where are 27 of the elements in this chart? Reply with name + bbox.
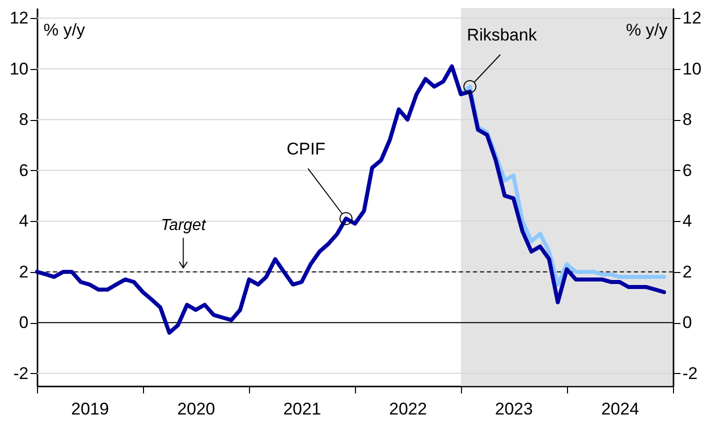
y-tick-label: 2: [19, 262, 28, 282]
annotation: Riksbank: [466, 26, 538, 45]
y2-tick-label: 8: [682, 110, 692, 130]
y-tick-label: 8: [19, 110, 28, 130]
ref-line-label: Target: [160, 216, 206, 234]
y2-tick-label: 6: [682, 160, 692, 180]
x-tick-label: 2021: [283, 400, 322, 418]
y2-axis-title: % y/y: [626, 20, 668, 40]
y2-tick-label: 10: [682, 59, 702, 78]
x-tick-label: 2023: [495, 400, 533, 418]
x-tick-label: 2022: [389, 400, 427, 418]
y2-tick-label: 0: [682, 313, 692, 332]
y-tick-label: 6: [19, 160, 28, 180]
x-tick-label: 2024: [601, 400, 640, 418]
y2-tick-label: 12: [682, 8, 702, 28]
y2-tick-label: -2: [682, 364, 698, 383]
y2-tick-label: 2: [682, 262, 692, 282]
y-tick-label: 10: [10, 59, 28, 78]
x-tick-label: 2019: [71, 400, 109, 418]
annotation: CPIF: [286, 140, 326, 159]
y-tick-label: -2: [13, 364, 28, 383]
y2-tick-label: 4: [682, 212, 692, 231]
x-tick-label: 2020: [177, 400, 216, 418]
y-tick-label: 0: [19, 313, 28, 332]
y-tick-label: 12: [10, 8, 28, 28]
y-axis-title: % y/y: [44, 20, 86, 40]
y-tick-label: 4: [19, 212, 28, 231]
